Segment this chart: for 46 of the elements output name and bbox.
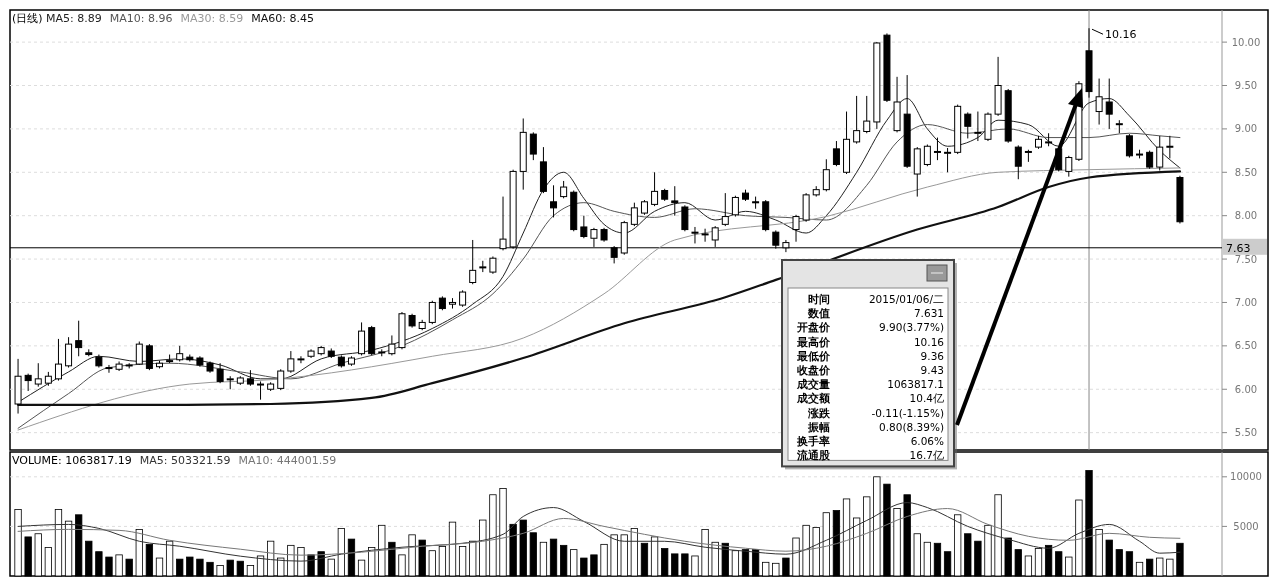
annotation: 换手率 <box>796 435 830 447</box>
annotation: 数值 <box>807 307 830 320</box>
y-tick-label: 9.50 <box>1234 80 1258 91</box>
annotation: 最低价 <box>796 349 831 362</box>
annotation: 1063817.1 <box>887 378 944 391</box>
y-tick-label: 7.00 <box>1234 296 1258 308</box>
y-tick-label: 5000 <box>1233 520 1259 532</box>
annotation: 时间 <box>808 293 830 305</box>
annotation: 9.36 <box>920 349 945 362</box>
y-tick-label: 8.00 <box>1234 210 1258 222</box>
annotation: 涨跌 <box>807 406 831 419</box>
annotation: 最高价 <box>796 335 831 348</box>
y-tick-label: 9.00 <box>1234 123 1258 135</box>
y-tick-label: 10.00 <box>1231 36 1261 48</box>
annotation: 10.4亿 <box>909 392 944 405</box>
annotation: 0.80(8.39%) <box>879 420 944 433</box>
annotation: 9.90(3.77%) <box>879 321 944 334</box>
text: MA10: 444001.59 <box>238 454 337 467</box>
y-tick-label: 8.50 <box>1234 166 1258 178</box>
annotation: -0.11(-1.15%) <box>871 406 944 419</box>
y-tick-label: 5.50 <box>1234 427 1258 439</box>
y-tick-label: 7.50 <box>1234 253 1258 265</box>
y-tick-label: 6.00 <box>1234 383 1258 395</box>
text: MA10: 8.96 <box>109 12 173 25</box>
annotation: 2015/01/06/二 <box>868 293 944 305</box>
annotation: 流通股 <box>796 449 831 462</box>
text: VOLUME: 1063817.19 <box>12 454 132 467</box>
annotation: 6.06% <box>910 435 945 447</box>
annotation: 收盘价 <box>797 364 831 376</box>
annotation: 振幅 <box>807 420 830 433</box>
annotation: 10.16 <box>913 335 945 348</box>
annotation: 16.7亿 <box>909 449 944 462</box>
text: MA5: 8.89 <box>46 12 102 25</box>
annotation: 9.43 <box>920 364 944 376</box>
chart-title: (日线) <box>12 12 47 25</box>
text: MA5: 503321.59 <box>139 454 231 467</box>
annotation: 成交额 <box>796 392 831 405</box>
annotation: 10.16 <box>1105 28 1137 42</box>
ref-line-label: 7.63 <box>1226 241 1251 255</box>
annotation: 开盘价 <box>796 321 831 334</box>
y-tick-label: 10000 <box>1230 471 1262 483</box>
text: MA60: 8.45 <box>251 12 314 25</box>
annotation: 7.631 <box>913 307 944 320</box>
text: MA30: 8.59 <box>180 12 244 25</box>
annotation: 成交量 <box>796 378 830 391</box>
y-tick-label: 6.50 <box>1234 340 1258 352</box>
